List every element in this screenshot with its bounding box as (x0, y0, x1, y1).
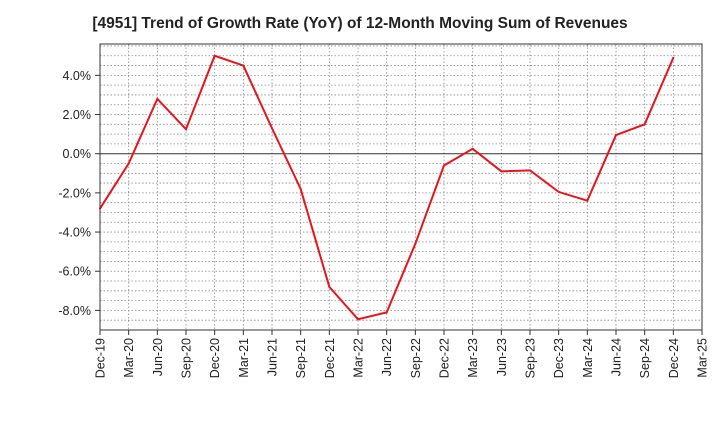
x-tick-label: Dec-21 (323, 338, 337, 378)
x-tick-label: Sep-23 (524, 338, 538, 378)
x-tick-label: Jun-22 (380, 338, 394, 376)
x-tick-label: Mar-24 (581, 338, 595, 378)
data-point (242, 64, 245, 67)
y-tick-label: 2.0% (63, 108, 92, 122)
data-point (213, 54, 216, 57)
chart-title: [4951] Trend of Growth Rate (YoY) of 12-… (92, 15, 628, 32)
x-tick-label: Dec-23 (552, 338, 566, 378)
data-point (672, 56, 675, 59)
x-tick-label: Dec-22 (438, 338, 452, 378)
data-point (529, 169, 531, 172)
y-tick-label: 0.0% (63, 147, 92, 161)
data-point (299, 187, 302, 190)
data-point (586, 199, 589, 202)
x-tick-label: Dec-20 (208, 338, 222, 378)
x-tick-label: Dec-24 (667, 338, 681, 378)
data-point (385, 311, 388, 314)
y-tick-label: -6.0% (58, 265, 91, 279)
data-point (357, 318, 359, 321)
y-tick-label: -2.0% (58, 186, 91, 200)
y-tick-label: -8.0% (58, 304, 91, 318)
x-tick-label: Sep-20 (180, 338, 194, 378)
data-point (414, 242, 417, 245)
x-tick-label: Sep-22 (409, 338, 423, 378)
y-tick-label: 4.0% (63, 69, 92, 83)
x-axis-ticks: Dec-19 Mar-20 Jun-20 Sep-20 Dec-20 Mar-21 Jun-… (94, 330, 710, 378)
data-point (615, 134, 617, 137)
series-layer (99, 54, 675, 321)
data-point (443, 164, 445, 167)
x-tick-label: Jun-24 (610, 338, 624, 376)
data-point (557, 190, 560, 193)
x-tick-label: Jun-21 (266, 338, 280, 376)
x-tick-label: Mar-22 (352, 338, 366, 378)
x-tick-label: Sep-24 (638, 338, 652, 378)
x-tick-label: Sep-21 (294, 338, 308, 378)
x-tick-label: Dec-19 (94, 338, 108, 378)
x-tick-label: Mar-25 (696, 338, 710, 378)
data-point (271, 127, 273, 130)
plot-frame (99, 43, 703, 331)
data-point (643, 123, 646, 126)
x-tick-label: Jun-20 (151, 338, 165, 376)
data-point (127, 162, 130, 165)
x-tick-label: Mar-21 (237, 338, 251, 378)
data-point (156, 97, 159, 100)
data-point (471, 147, 474, 150)
x-tick-label: Mar-20 (122, 338, 136, 378)
y-tick-label: -4.0% (58, 226, 91, 240)
y-axis-ticks: 4.0% 2.0% 0.0% -2.0% -4.0% -6.0% -8.0% (58, 69, 100, 318)
x-tick-label: Jun-23 (495, 338, 509, 376)
x-tick-label: Mar-23 (466, 338, 480, 378)
data-point (185, 128, 187, 131)
grid-lines (99, 44, 703, 331)
data-point (328, 285, 331, 288)
data-point (500, 170, 503, 173)
